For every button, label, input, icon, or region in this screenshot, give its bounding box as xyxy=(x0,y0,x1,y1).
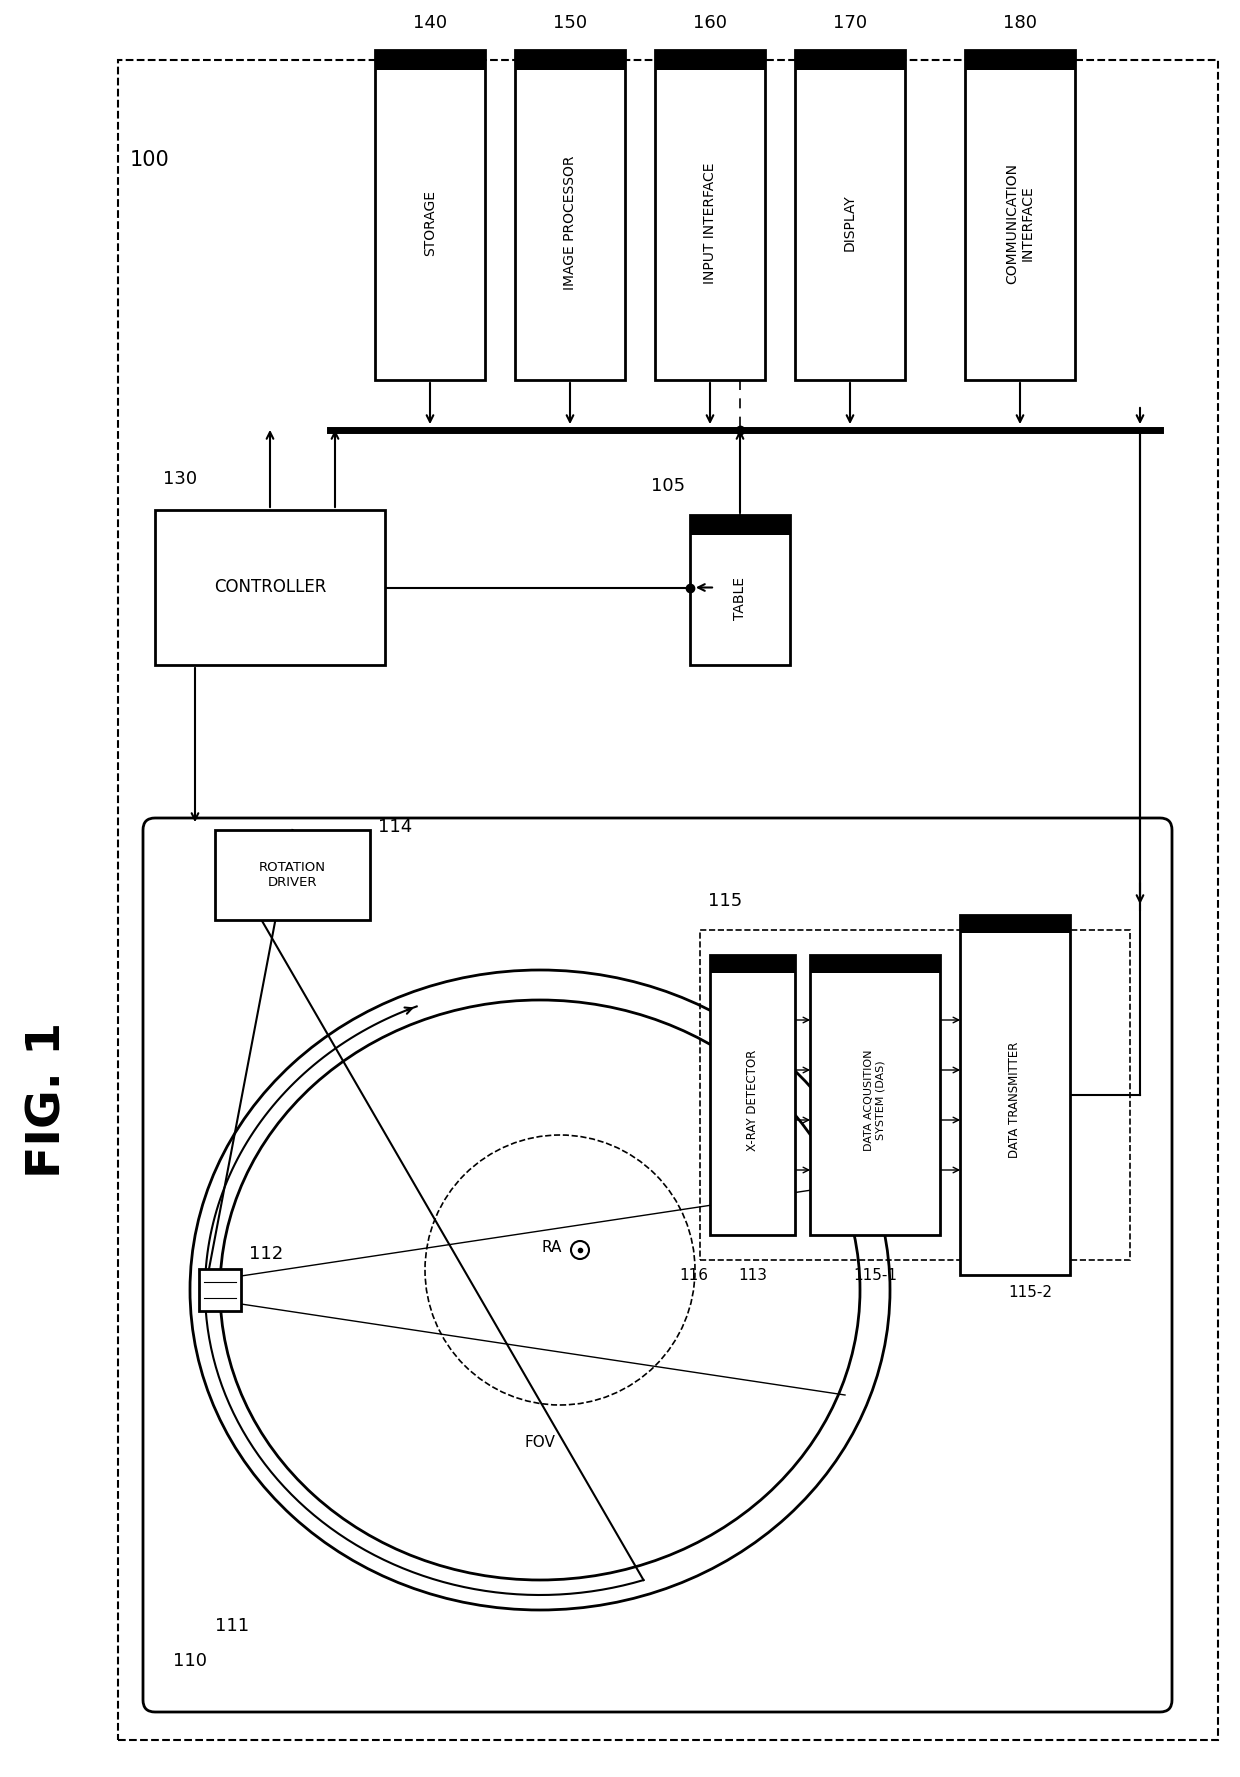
Bar xyxy=(795,50,905,69)
Text: DISPLAY: DISPLAY xyxy=(843,195,857,251)
Text: 113: 113 xyxy=(738,1269,768,1283)
Bar xyxy=(374,50,485,69)
Bar xyxy=(810,954,940,974)
Bar xyxy=(711,954,795,1235)
Text: 110: 110 xyxy=(174,1653,207,1670)
Text: CONTROLLER: CONTROLLER xyxy=(213,579,326,597)
Bar xyxy=(795,50,905,380)
Text: ROTATION
DRIVER: ROTATION DRIVER xyxy=(259,862,326,888)
Text: 112: 112 xyxy=(249,1246,283,1263)
Bar xyxy=(655,50,765,69)
Text: 105: 105 xyxy=(651,476,684,496)
Bar xyxy=(810,954,940,1235)
Text: COMMUNICATION
INTERFACE: COMMUNICATION INTERFACE xyxy=(1004,162,1035,284)
Text: DATA TRANSMITTER: DATA TRANSMITTER xyxy=(1008,1041,1022,1159)
Text: 140: 140 xyxy=(413,14,448,32)
Bar xyxy=(155,510,384,665)
Bar xyxy=(655,50,765,380)
Text: 115-2: 115-2 xyxy=(1008,1285,1052,1301)
Bar xyxy=(215,830,370,920)
Bar xyxy=(711,954,795,974)
Bar xyxy=(374,50,485,380)
Text: RA: RA xyxy=(542,1240,562,1256)
Text: INPUT INTERFACE: INPUT INTERFACE xyxy=(703,162,717,284)
Bar xyxy=(118,60,1218,1740)
Ellipse shape xyxy=(190,970,890,1610)
Bar xyxy=(198,1269,241,1311)
Text: FIG. 1: FIG. 1 xyxy=(26,1022,71,1178)
Bar xyxy=(515,50,625,69)
Bar xyxy=(689,515,790,535)
Bar xyxy=(689,515,790,665)
Text: 130: 130 xyxy=(162,469,197,489)
Text: 116: 116 xyxy=(680,1269,708,1283)
Text: 114: 114 xyxy=(378,817,412,835)
Text: X-RAY DETECTOR: X-RAY DETECTOR xyxy=(746,1048,759,1151)
FancyBboxPatch shape xyxy=(143,817,1172,1711)
Text: 160: 160 xyxy=(693,14,727,32)
Text: 100: 100 xyxy=(130,149,170,171)
Text: FOV: FOV xyxy=(525,1436,556,1450)
Text: DATA ACQUSITION
SYSTEM (DAS): DATA ACQUSITION SYSTEM (DAS) xyxy=(864,1048,885,1151)
Text: 180: 180 xyxy=(1003,14,1037,32)
Text: 150: 150 xyxy=(553,14,587,32)
Text: STORAGE: STORAGE xyxy=(423,190,436,256)
Bar xyxy=(965,50,1075,69)
Text: 115: 115 xyxy=(708,892,743,910)
Text: TABLE: TABLE xyxy=(733,576,746,620)
Bar xyxy=(960,915,1070,1276)
Text: 170: 170 xyxy=(833,14,867,32)
Bar xyxy=(965,50,1075,380)
Text: 111: 111 xyxy=(215,1617,249,1635)
Bar xyxy=(515,50,625,380)
Bar xyxy=(960,915,1070,933)
Text: 115-1: 115-1 xyxy=(853,1269,897,1283)
Bar xyxy=(701,929,1130,1260)
Ellipse shape xyxy=(219,1000,861,1580)
Text: IMAGE PROCESSOR: IMAGE PROCESSOR xyxy=(563,156,577,290)
